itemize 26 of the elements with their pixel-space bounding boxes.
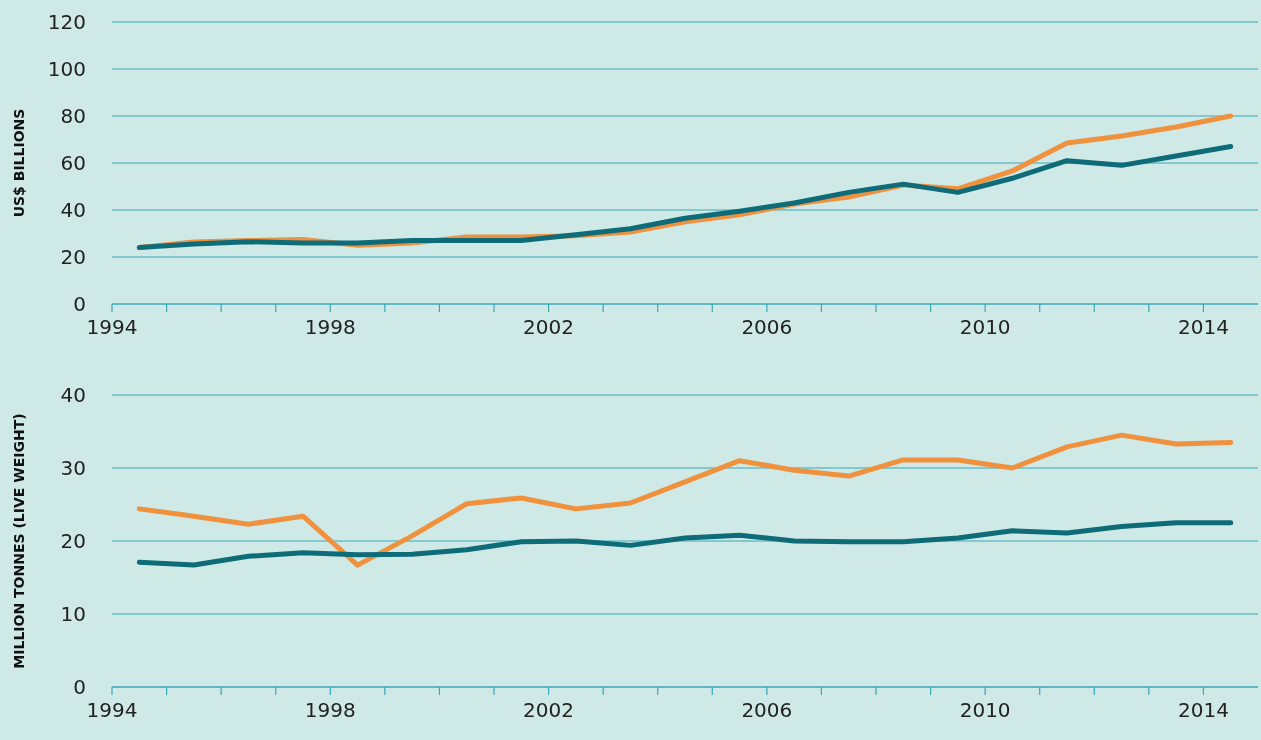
x-tick-label: 2010 [959, 315, 1011, 339]
x-tick-label: 2014 [1177, 698, 1229, 722]
y-tick-label: 0 [73, 292, 86, 316]
y-tick-label: 80 [60, 104, 86, 128]
x-tick-label: 2002 [523, 315, 575, 339]
x-tick-label: 1994 [86, 315, 138, 339]
x-tick-label: 2010 [959, 698, 1011, 722]
y-tick-label: 20 [60, 529, 86, 553]
y-tick-label: 60 [60, 151, 86, 175]
y-tick-label: 20 [60, 245, 86, 269]
x-tick-label: 2006 [741, 315, 793, 339]
y-tick-label: 100 [47, 57, 86, 81]
x-tick-label: 1998 [304, 698, 356, 722]
x-tick-label: 2006 [741, 698, 793, 722]
y-tick-label: 0 [73, 675, 86, 699]
x-tick-label: 2014 [1177, 315, 1229, 339]
y-axis-title: US$ BILLIONS [11, 108, 27, 218]
y-tick-label: 40 [60, 383, 86, 407]
y-tick-label: 30 [60, 456, 86, 480]
y-tick-label: 10 [60, 602, 86, 626]
x-tick-label: 2002 [523, 698, 575, 722]
x-tick-label: 1998 [304, 315, 356, 339]
y-tick-label: 40 [60, 198, 86, 222]
y-axis-title: MILLION TONNES (LIVE WEIGHT) [11, 413, 27, 669]
x-tick-label: 1994 [86, 698, 138, 722]
y-tick-label: 120 [47, 10, 86, 34]
